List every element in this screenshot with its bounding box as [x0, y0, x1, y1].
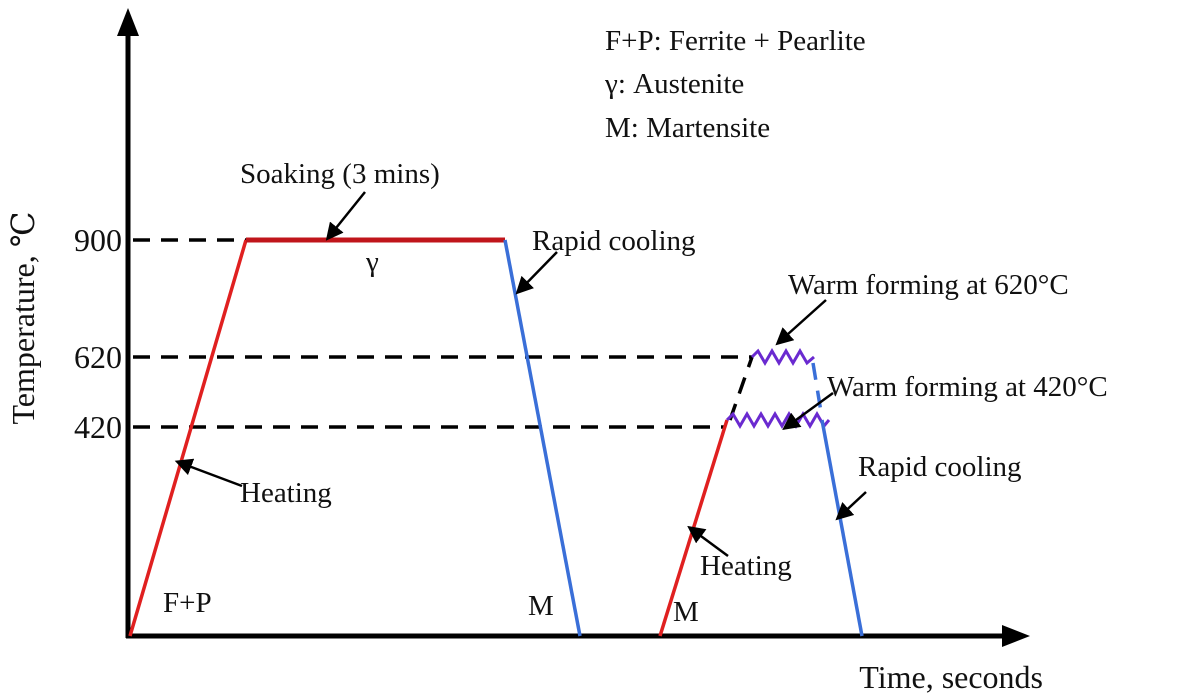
heating-line-1	[128, 239, 248, 637]
warm-620-heating-dashed	[728, 356, 754, 421]
warm-620-cooling-dashed	[811, 362, 824, 419]
soaking-label: Soaking (3 mins)	[240, 158, 440, 190]
fp-label: F+P	[163, 587, 212, 619]
arrow-icon	[782, 391, 834, 431]
arrow-icon	[515, 251, 558, 295]
legend-item-austenite: γ: Austenite	[604, 68, 744, 100]
legend-item-fp: F+P: Ferrite + Pearlite	[605, 25, 866, 57]
annotation-arrows	[174, 191, 867, 558]
rapid-cooling-label-1: Rapid cooling	[532, 225, 696, 257]
cooling-line-2	[820, 419, 864, 637]
x-axis-title: Time, seconds	[859, 659, 1043, 695]
cycle-1	[128, 237, 582, 637]
legend-item-martensite: M: Martensite	[605, 112, 770, 144]
arrow-icon	[325, 191, 366, 241]
y-tick-900: 900	[74, 222, 122, 258]
guide-lines	[133, 238, 824, 429]
martensite-label-1: M	[528, 590, 554, 622]
warm-forming-420-label: Warm forming at 420°C	[827, 371, 1108, 403]
forming-wave-620	[750, 348, 815, 366]
axes	[117, 8, 1030, 647]
y-axis-arrowhead-icon	[117, 8, 139, 36]
heating-label-1: Heating	[240, 477, 332, 509]
arrow-icon	[775, 299, 827, 346]
y-axis-title: Temperature, ℃	[5, 211, 41, 424]
forming-wave-420	[725, 411, 831, 429]
arrow-icon	[835, 491, 867, 521]
warm-forming-620-label: Warm forming at 620°C	[788, 269, 1069, 301]
heating-label-2: Heating	[700, 550, 792, 582]
rapid-cooling-label-2: Rapid cooling	[858, 451, 1022, 483]
arrow-icon	[174, 458, 243, 488]
y-tick-420: 420	[74, 409, 122, 445]
x-axis-arrowhead-icon	[1002, 625, 1030, 647]
legend: F+P: Ferrite + Pearlite γ: Austenite M: …	[604, 25, 866, 144]
martensite-label-2: M	[673, 596, 699, 628]
gamma-label: γ	[365, 246, 379, 278]
cooling-line-1	[503, 239, 582, 637]
y-tick-620: 620	[74, 339, 122, 375]
arrow-icon	[687, 525, 729, 558]
